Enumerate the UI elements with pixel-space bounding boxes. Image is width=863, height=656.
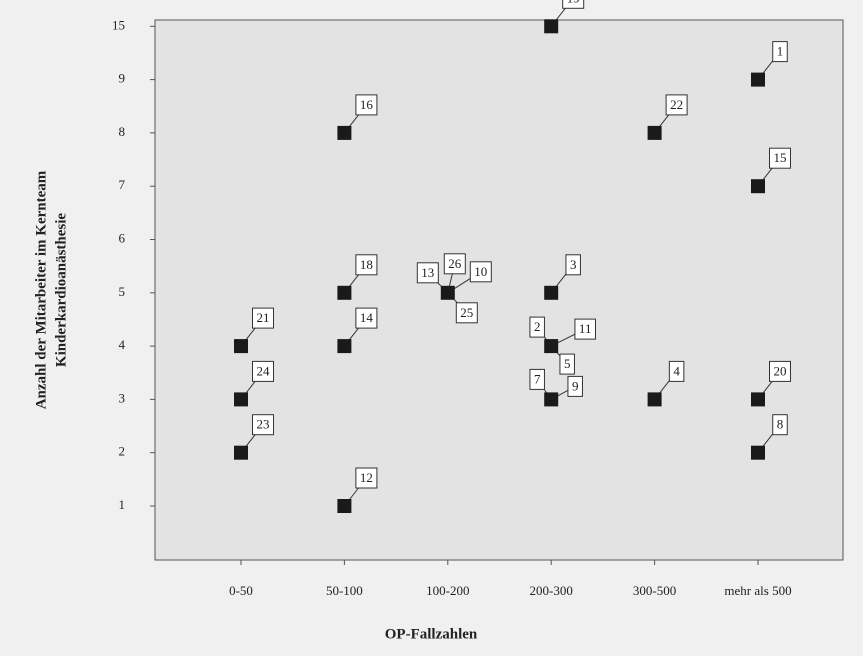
label-box [772,41,788,63]
point-label: 10 [474,264,487,279]
y-tick-label: 2 [119,444,126,459]
y-axis-title: Anzahl der Mitarbeiter im Kernteam [33,170,49,409]
x-tick-label: 0-50 [229,583,253,598]
y-tick-label: 7 [119,177,126,192]
label-box [455,302,478,324]
y-tick-label: 5 [119,284,126,299]
label-box [355,467,378,489]
label-box [565,254,581,276]
label-box [665,94,688,116]
label-box [529,316,545,338]
marker [234,339,248,354]
marker [544,392,559,407]
marker [751,72,765,87]
point-label: 24 [257,363,271,378]
point-label: 3 [570,257,577,272]
label-box [562,0,585,9]
label-box [443,253,466,275]
y-tick-label: 3 [119,390,126,405]
point-label: 13 [421,265,434,280]
label-box [668,360,685,382]
plot-area [154,19,844,561]
marker [337,125,352,140]
marker [234,392,248,407]
marker [647,392,662,407]
x-tick-label: 200-300 [530,583,573,598]
label-box [252,307,274,329]
marker [337,285,352,300]
point-label: 1 [777,44,784,59]
label-box [252,414,274,436]
y-tick-label: 6 [119,230,126,245]
label-box [355,94,378,116]
point-label: 15 [774,150,787,165]
label-box [574,318,596,340]
marker [751,179,765,194]
point-label: 22 [670,97,683,112]
marker [544,285,559,300]
x-axis-title: OP-Fallzahlen [385,626,478,642]
point-label: 2 [534,319,541,334]
point-label: 11 [579,321,592,336]
label-box [769,360,791,382]
label-box [772,414,788,436]
label-box [769,147,791,169]
label-box [416,262,439,284]
point-label: 20 [774,363,787,378]
point-label: 9 [572,378,579,393]
marker [751,445,765,460]
point-label: 7 [534,371,541,386]
point-label: 18 [360,257,373,272]
point-label: 5 [564,356,571,371]
x-tick-label: 100-200 [426,583,469,598]
label-box [567,375,583,397]
y-tick-label: 8 [119,124,126,139]
y-tick-label: 4 [119,337,126,352]
marker [751,392,765,407]
label-box [529,368,545,390]
point-label: 21 [257,310,270,325]
marker [647,125,662,140]
y-tick-label: 1 [119,497,126,512]
point-label: 19 [567,0,580,5]
label-box [469,261,492,283]
y-axis-title: Kinderkardioanästhesie [53,213,69,368]
label-box [355,307,378,329]
x-tick-label: 50-100 [326,583,363,598]
point-label: 25 [460,305,473,320]
point-label: 16 [360,97,374,112]
point-label: 12 [360,470,373,485]
label-box [559,353,575,375]
point-label: 4 [673,363,680,378]
marker [337,339,352,354]
y-tick-label: 9 [119,71,126,86]
marker [544,339,559,354]
x-tick-label: mehr als 500 [724,583,791,598]
marker [337,499,352,513]
point-label: 14 [360,310,374,325]
marker [234,445,248,460]
label-box [252,360,274,382]
point-label: 8 [777,417,784,432]
marker [440,285,455,300]
x-tick-label: 300-500 [633,583,676,598]
label-box [355,254,378,276]
marker [544,19,559,34]
point-label: 23 [257,417,270,432]
point-label: 26 [448,256,462,271]
y-tick-label: 15 [112,17,125,32]
